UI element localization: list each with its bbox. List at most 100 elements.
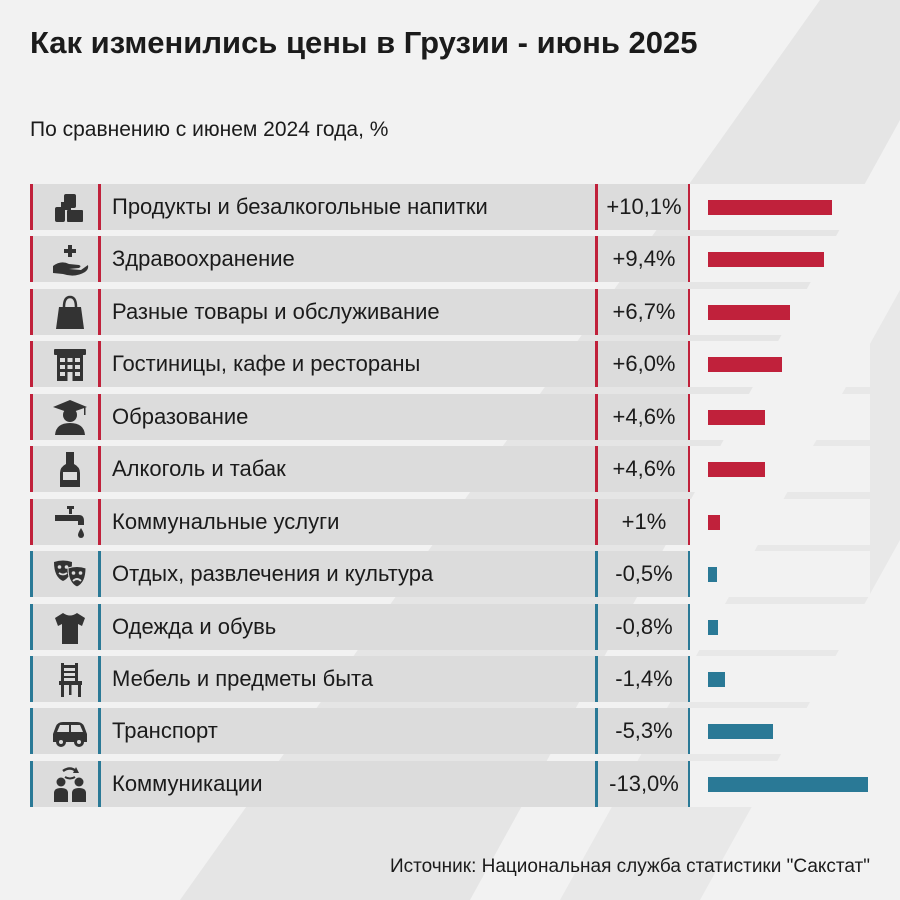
category-label: Образование: [112, 403, 249, 429]
value-label: -5,3%: [615, 718, 673, 744]
row-separator: [595, 184, 598, 230]
row-accent-stripe: [30, 184, 33, 230]
chart-row: Разные товары и обслуживание +6,7%: [30, 288, 870, 335]
theater-masks-icon: [42, 551, 94, 597]
category-label: Гостиницы, кафе и рестораны: [112, 351, 421, 377]
value-label: -0,5%: [615, 561, 673, 587]
category-label: Мебель и предметы быта: [112, 665, 374, 691]
row-separator: [688, 446, 690, 493]
bar-mark: [708, 357, 782, 373]
row-separator: [688, 603, 690, 650]
bar-track: [690, 393, 870, 440]
row-separator: [595, 655, 598, 702]
healthcare-hand-icon: [42, 236, 94, 282]
value-label: +9,4%: [612, 246, 676, 272]
car-icon: [42, 708, 94, 754]
row-accent-stripe: [30, 446, 33, 493]
row-separator: [688, 236, 690, 283]
bar-track: [690, 236, 870, 283]
chart-row: Гостиницы, кафе и рестораны +6,0%: [30, 341, 870, 388]
bar-track: [690, 498, 870, 545]
row-separator: [688, 760, 690, 807]
row-separator: [688, 184, 690, 230]
row-separator: [595, 288, 598, 335]
row-separator: [595, 236, 598, 283]
row-separator: [595, 498, 598, 545]
row-accent-stripe: [30, 393, 33, 440]
row-accent-stripe: [30, 498, 33, 545]
row-separator: [98, 446, 101, 493]
category-label: Алкоголь и табак: [112, 456, 286, 482]
value-label: +6,7%: [612, 298, 676, 324]
row-separator: [595, 603, 598, 650]
value-label: -1,4%: [615, 665, 673, 691]
chart-row: Отдых, развлечения и культура -0,5%: [30, 551, 870, 598]
graduate-icon: [42, 394, 94, 440]
row-accent-stripe: [30, 551, 33, 598]
row-accent-stripe: [30, 341, 33, 388]
category-label: Коммунальные услуги: [112, 508, 340, 534]
chart-row: Продукты и безалкогольные напитки +10,1%: [30, 184, 870, 230]
bar-track: [690, 655, 870, 702]
hotel-building-icon: [42, 341, 94, 387]
row-separator: [98, 603, 101, 650]
row-separator: [98, 184, 101, 230]
row-separator: [595, 393, 598, 440]
bar-mark: [708, 200, 833, 215]
value-label: +6,0%: [612, 351, 676, 377]
value-label: -0,8%: [615, 613, 673, 639]
bar-mark: [708, 462, 765, 478]
bar-mark: [708, 671, 726, 687]
bar-track: [690, 760, 870, 807]
bar-mark: [708, 619, 718, 635]
row-separator: [98, 498, 101, 545]
bar-track: [690, 551, 870, 598]
row-separator: [688, 551, 690, 598]
row-separator: [688, 708, 690, 755]
row-separator: [98, 393, 101, 440]
bar-mark: [708, 567, 717, 583]
row-separator: [688, 393, 690, 440]
chart-row: Коммунальные услуги +1%: [30, 498, 870, 545]
communication-people-icon: [42, 761, 94, 807]
value-label: +4,6%: [612, 403, 676, 429]
bottle-icon: [42, 446, 94, 492]
source-note: Источник: Национальная служба статистики…: [389, 856, 870, 877]
chart-subtitle: По сравнению с июнем 2024 года, %: [30, 118, 389, 141]
bar-mark: [708, 304, 791, 320]
row-separator: [98, 236, 101, 283]
category-label: Продукты и безалкогольные напитки: [112, 194, 488, 219]
chart-row: Образование +4,6%: [30, 393, 870, 440]
chair-icon: [42, 656, 94, 702]
bar-track: [690, 288, 870, 335]
chart-row: Одежда и обувь -0,8%: [30, 603, 870, 650]
bar-track: [690, 184, 870, 230]
bar-track: [690, 603, 870, 650]
category-label: Разные товары и обслуживание: [112, 298, 440, 324]
row-accent-stripe: [30, 760, 33, 807]
row-separator: [98, 655, 101, 702]
row-separator: [595, 760, 598, 807]
row-separator: [98, 288, 101, 335]
row-accent-stripe: [30, 603, 33, 650]
bar-mark: [708, 776, 868, 792]
value-label: +10,1%: [606, 194, 682, 219]
row-separator: [688, 341, 690, 388]
row-separator: [98, 341, 101, 388]
row-separator: [98, 551, 101, 598]
bar-mark: [708, 724, 774, 740]
row-separator: [688, 288, 690, 335]
chart-row: Здравоохранение +9,4%: [30, 236, 870, 283]
category-label: Транспорт: [112, 718, 218, 744]
row-separator: [595, 446, 598, 493]
row-accent-stripe: [30, 288, 33, 335]
chart-row: Коммуникации -13,0%: [30, 760, 870, 807]
shopping-bag-icon: [42, 289, 94, 335]
value-label: -13,0%: [609, 770, 679, 796]
bar-track: [690, 446, 870, 493]
row-accent-stripe: [30, 236, 33, 283]
water-tap-icon: [42, 499, 94, 545]
row-separator: [98, 708, 101, 755]
row-accent-stripe: [30, 708, 33, 755]
chart-row: Транспорт -5,3%: [30, 708, 870, 755]
